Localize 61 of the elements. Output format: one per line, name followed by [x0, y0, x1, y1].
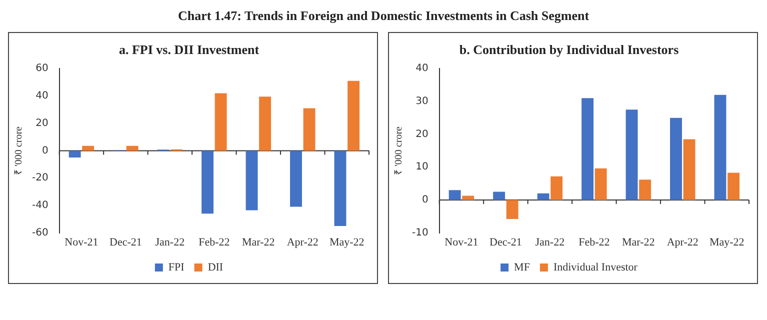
x-tick-label: May-22 — [709, 236, 744, 248]
x-tick-label: Mar-22 — [242, 236, 275, 248]
bar — [670, 118, 682, 200]
bar — [334, 150, 346, 226]
bar — [714, 94, 726, 200]
x-tick-label: Dec-21 — [110, 236, 142, 248]
bar — [462, 196, 474, 200]
bar — [550, 176, 563, 200]
x-tick-label: May-22 — [329, 236, 364, 248]
legend-label: MF — [514, 261, 530, 274]
y-tick-label: 30 — [416, 96, 428, 108]
y-tick-label: 40 — [36, 90, 48, 102]
bar — [290, 150, 302, 207]
bar — [582, 98, 594, 200]
bar — [506, 200, 518, 220]
y-tick-label: 60 — [36, 63, 48, 74]
x-tick-label: Dec-21 — [490, 236, 522, 248]
bar — [448, 190, 461, 200]
bar — [626, 110, 638, 200]
y-tick-label: 0 — [422, 194, 428, 206]
bar — [246, 150, 258, 210]
y-tick-label: -10 — [412, 227, 428, 238]
x-tick-label: Apr-22 — [286, 236, 318, 248]
bar — [728, 172, 740, 200]
legend-label: Individual Investor — [553, 261, 638, 274]
x-tick-label: Mar-22 — [622, 236, 655, 248]
y-axis-title: ₹ '000 crore — [394, 126, 405, 175]
y-tick-label: 20 — [416, 128, 428, 140]
bar — [303, 108, 316, 151]
x-tick-label: Jan-22 — [155, 236, 185, 248]
bar — [537, 193, 550, 200]
bar — [214, 93, 227, 151]
x-tick-label: Apr-22 — [666, 236, 698, 248]
x-tick-label: Jan-22 — [535, 236, 565, 248]
y-tick-label: -60 — [32, 227, 48, 238]
bar — [493, 192, 506, 200]
y-tick-label: -20 — [32, 172, 48, 184]
chart-title: b. Contribution by Individual Investors — [459, 42, 679, 58]
x-tick-label: Feb-22 — [198, 236, 230, 248]
y-tick-label: 40 — [416, 63, 428, 74]
bar — [594, 168, 607, 200]
bar — [202, 150, 214, 214]
x-tick-label: Nov-21 — [64, 236, 98, 248]
bar — [348, 80, 360, 151]
caption: Chart 1.47: Trends in Foreign and Domestic Investments in Cash Segment — [176, 8, 590, 24]
bar — [82, 146, 94, 151]
x-tick-label: Feb-22 — [578, 236, 610, 248]
bar — [683, 139, 696, 200]
y-tick-label: -40 — [32, 200, 48, 212]
bar — [639, 180, 652, 200]
x-tick-label: Nov-21 — [444, 236, 478, 248]
legend-label: FPI — [168, 261, 185, 274]
bar — [68, 150, 81, 158]
chart-title: a. FPI vs. DII Investment — [118, 42, 260, 58]
y-tick-label: 10 — [416, 162, 428, 173]
y-tick-label: 0 — [42, 145, 48, 156]
y-axis-title: ₹ '000 crore — [14, 126, 25, 175]
legend-label: DII — [208, 261, 224, 274]
bar — [126, 146, 138, 151]
y-tick-label: 20 — [36, 118, 48, 129]
bar — [259, 96, 272, 151]
